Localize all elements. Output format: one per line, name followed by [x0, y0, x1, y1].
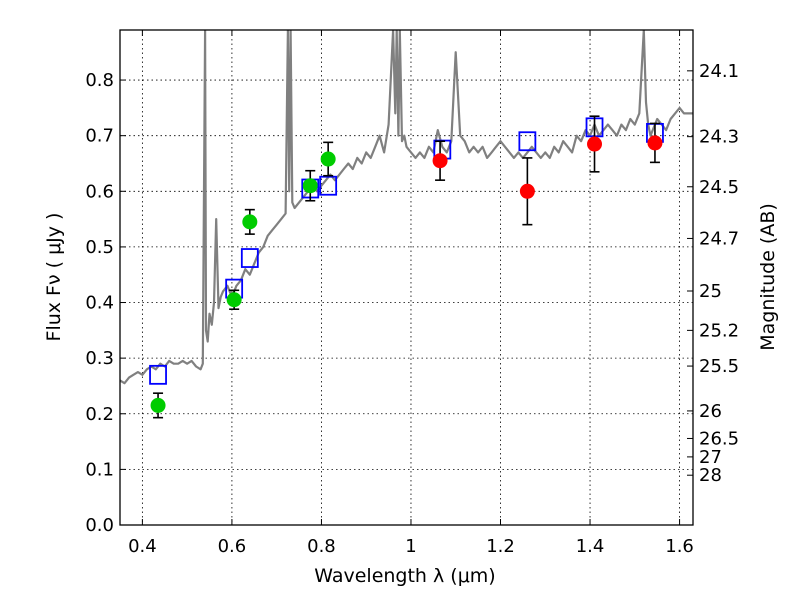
model-flux-marker	[240, 248, 259, 268]
x-tick-label: 0.6	[218, 536, 247, 557]
x-tick-label: 0.4	[128, 536, 157, 557]
photometry-point	[647, 135, 663, 151]
y2-tick-label: 24.3	[699, 127, 739, 148]
y2-tick-label: 24.7	[699, 228, 739, 249]
photometry-point	[242, 214, 258, 230]
x-tick-label: 1	[405, 536, 416, 557]
photometry-point	[320, 151, 336, 167]
marker-layer	[149, 115, 664, 419]
y-tick-label: 0.8	[85, 70, 114, 91]
y-tick-label: 0.5	[85, 237, 114, 258]
y-tick-label: 0.0	[85, 515, 114, 536]
x-axis-label: Wavelength λ (μm)	[314, 565, 495, 587]
y2-tick-label: 25	[699, 281, 722, 302]
axis-ticks: 0.4 0.6 0.8 1 1.2 1.4 1.6 0.0 0.1 0.2 0.3 0.4 0.5 0.6…	[85, 30, 739, 557]
spectrum-layer	[120, 30, 693, 385]
y2-tick-label: 28	[699, 465, 722, 486]
y2-tick-label: 25.2	[699, 320, 739, 341]
x-tick-label: 1.6	[665, 536, 694, 557]
photometry-point	[587, 136, 603, 152]
y2-tick-label: 24.1	[699, 61, 739, 82]
photometry-point	[519, 183, 535, 199]
y2-tick-label: 26	[699, 401, 722, 422]
model-flux-marker	[319, 175, 338, 196]
y-tick-label: 0.1	[85, 459, 114, 480]
photometry-point	[432, 153, 448, 169]
photometry-point	[226, 292, 242, 308]
y-axis-label: Flux Fν ( μJy )	[43, 213, 65, 342]
x-tick-label: 1.2	[486, 536, 515, 557]
y2-axis-label: Magnitude (AB)	[757, 203, 779, 351]
y2-tick-label: 27	[699, 447, 722, 468]
model-flux-marker	[149, 364, 167, 385]
y2-tick-label: 24.5	[699, 177, 739, 198]
y-tick-label: 0.3	[85, 348, 114, 369]
y-tick-label: 0.4	[85, 293, 114, 314]
x-tick-label: 0.8	[307, 536, 336, 557]
photometry-point	[150, 397, 166, 413]
plot-frame	[119, 29, 694, 526]
y2-tick-label: 26.5	[699, 428, 739, 449]
y-tick-label: 0.7	[85, 126, 114, 147]
y-tick-label: 0.2	[85, 404, 114, 425]
spectrum-line	[120, 30, 693, 385]
y-tick-label: 0.6	[85, 181, 114, 202]
model-flux-marker	[518, 131, 537, 152]
x-tick-label: 1.4	[576, 536, 605, 557]
y2-tick-label: 25.5	[699, 356, 739, 377]
photometry-point	[302, 178, 318, 194]
